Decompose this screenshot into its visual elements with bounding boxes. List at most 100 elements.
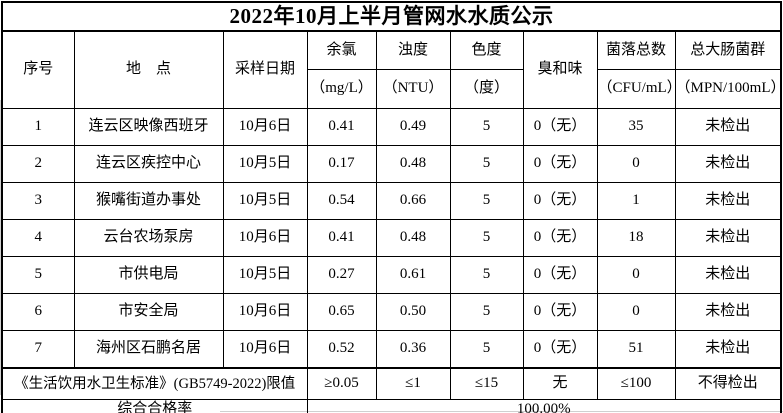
cell-seq: 5 [1, 256, 75, 294]
limit-chlorine: ≥0.05 [306, 367, 377, 400]
header-row-units: （mg/L） （NTU） （度） （CFU/mL） （MPN/100mL） [2, 69, 782, 109]
col-header-seq: 序号 [1, 30, 75, 109]
cell-bacteria: 0 [596, 256, 676, 294]
col-unit-coliform: （MPN/100mL） [674, 69, 782, 109]
standard-limit-label: 《生活饮用水卫生标准》(GB5749-2022)限值 [1, 367, 308, 400]
cell-seq: 3 [1, 182, 75, 220]
col-unit-bacteria: （CFU/mL） [596, 69, 676, 109]
cell-seq: 7 [1, 330, 75, 369]
cell-coliform: 未检出 [674, 293, 782, 331]
col-header-bacteria: 菌落总数 [596, 30, 676, 70]
cell-location: 猴嘴街道办事处 [73, 182, 224, 220]
pass-rate-label: 综合合格率 [1, 399, 308, 413]
cell-chlorine: 0.17 [306, 145, 377, 183]
limit-color: ≤15 [449, 367, 524, 400]
pass-rate-row: 综合合格率 100.00% [1, 399, 782, 413]
spreadsheet-gridline-artifact-left [0, 100, 1, 395]
col-header-odor: 臭和味 [522, 30, 598, 109]
cell-turbidity: 0.48 [375, 145, 451, 183]
cell-color: 5 [449, 256, 524, 294]
cell-odor: 0（无） [522, 182, 598, 220]
cell-color: 5 [449, 108, 524, 146]
cell-location: 连云区映像西班牙 [73, 108, 224, 146]
cell-date: 10月6日 [222, 330, 308, 369]
cell-turbidity: 0.48 [375, 219, 451, 257]
col-header-chlorine: 余氯 [306, 30, 377, 70]
cell-location: 市安全局 [73, 293, 224, 331]
cell-seq: 6 [1, 293, 75, 331]
cell-chlorine: 0.65 [306, 293, 377, 331]
cell-color: 5 [449, 219, 524, 257]
cell-odor: 0（无） [522, 256, 598, 294]
cell-location: 海州区石鹏名居 [73, 330, 224, 369]
cell-date: 10月5日 [222, 145, 308, 183]
cell-turbidity: 0.36 [375, 330, 451, 369]
cell-bacteria: 18 [596, 219, 676, 257]
cell-coliform: 未检出 [674, 182, 782, 220]
cell-coliform: 未检出 [674, 145, 782, 183]
cell-seq: 1 [1, 108, 75, 146]
cell-bacteria: 1 [596, 182, 676, 220]
col-header-coliform: 总大肠菌群 [674, 30, 782, 70]
cell-seq: 4 [1, 219, 75, 257]
table-row: 1 连云区映像西班牙 10月6日 0.41 0.49 5 0（无） 35 未检出 [1, 108, 782, 146]
page-title: 2022年10月上半月管网水水质公示 [1, 1, 782, 32]
cell-turbidity: 0.50 [375, 293, 451, 331]
cell-odor: 0（无） [522, 330, 598, 369]
col-unit-color: （度） [449, 69, 524, 109]
cell-chlorine: 0.52 [306, 330, 377, 369]
cell-seq: 2 [1, 145, 75, 183]
table-row: 6 市安全局 10月6日 0.65 0.50 5 0（无） 0 未检出 [1, 293, 782, 331]
col-header-date: 采样日期 [222, 30, 308, 109]
cell-chlorine: 0.41 [306, 219, 377, 257]
cell-color: 5 [449, 293, 524, 331]
cell-chlorine: 0.54 [306, 182, 377, 220]
cell-bacteria: 0 [596, 145, 676, 183]
cell-date: 10月6日 [222, 108, 308, 146]
limit-odor: 无 [522, 367, 598, 400]
cell-coliform: 未检出 [674, 256, 782, 294]
cell-date: 10月5日 [222, 256, 308, 294]
table-row: 7 海州区石鹏名居 10月6日 0.52 0.36 5 0（无） 51 未检出 [1, 330, 782, 369]
cell-coliform: 未检出 [674, 330, 782, 369]
cell-bacteria: 51 [596, 330, 676, 369]
cell-bacteria: 35 [596, 108, 676, 146]
cell-chlorine: 0.27 [306, 256, 377, 294]
cell-turbidity: 0.66 [375, 182, 451, 220]
table-row: 2 连云区疾控中心 10月5日 0.17 0.48 5 0（无） 0 未检出 [1, 145, 782, 183]
limit-coliform: 不得检出 [674, 367, 782, 400]
cell-odor: 0（无） [522, 145, 598, 183]
table-row: 4 云台农场泵房 10月6日 0.41 0.48 5 0（无） 18 未检出 [1, 219, 782, 257]
table-row: 3 猴嘴街道办事处 10月5日 0.54 0.66 5 0（无） 1 未检出 [1, 182, 782, 220]
standard-limits-row: 《生活饮用水卫生标准》(GB5749-2022)限值 ≥0.05 ≤1 ≤15 … [1, 367, 782, 400]
cell-location: 云台农场泵房 [73, 219, 224, 257]
header-row-names: 序号 地 点 采样日期 余氯 浊度 色度 臭和味 菌落总数 总大肠菌群 [1, 30, 782, 109]
table-row: 5 市供电局 10月5日 0.27 0.61 5 0（无） 0 未检出 [1, 256, 782, 294]
cell-chlorine: 0.41 [306, 108, 377, 146]
cell-location: 市供电局 [73, 256, 224, 294]
cell-color: 5 [449, 145, 524, 183]
col-header-color: 色度 [449, 30, 524, 70]
cell-location: 连云区疾控中心 [73, 145, 224, 183]
cell-turbidity: 0.49 [375, 108, 451, 146]
cell-color: 5 [449, 182, 524, 220]
limit-bacteria: ≤100 [596, 367, 676, 400]
col-unit-chlorine: （mg/L） [306, 69, 377, 109]
cell-odor: 0（无） [522, 108, 598, 146]
title-row: 2022年10月上半月管网水水质公示 [1, 1, 782, 32]
cell-coliform: 未检出 [674, 108, 782, 146]
cell-turbidity: 0.61 [375, 256, 451, 294]
cell-date: 10月6日 [222, 293, 308, 331]
cell-odor: 0（无） [522, 219, 598, 257]
col-unit-turbidity: （NTU） [375, 69, 451, 109]
cell-bacteria: 0 [596, 293, 676, 331]
cell-coliform: 未检出 [674, 219, 782, 257]
cell-date: 10月6日 [222, 219, 308, 257]
pass-rate-value: 100.00% [306, 399, 782, 413]
col-header-location: 地 点 [73, 30, 224, 109]
cell-color: 5 [449, 330, 524, 369]
limit-turbidity: ≤1 [375, 367, 451, 400]
cell-odor: 0（无） [522, 293, 598, 331]
